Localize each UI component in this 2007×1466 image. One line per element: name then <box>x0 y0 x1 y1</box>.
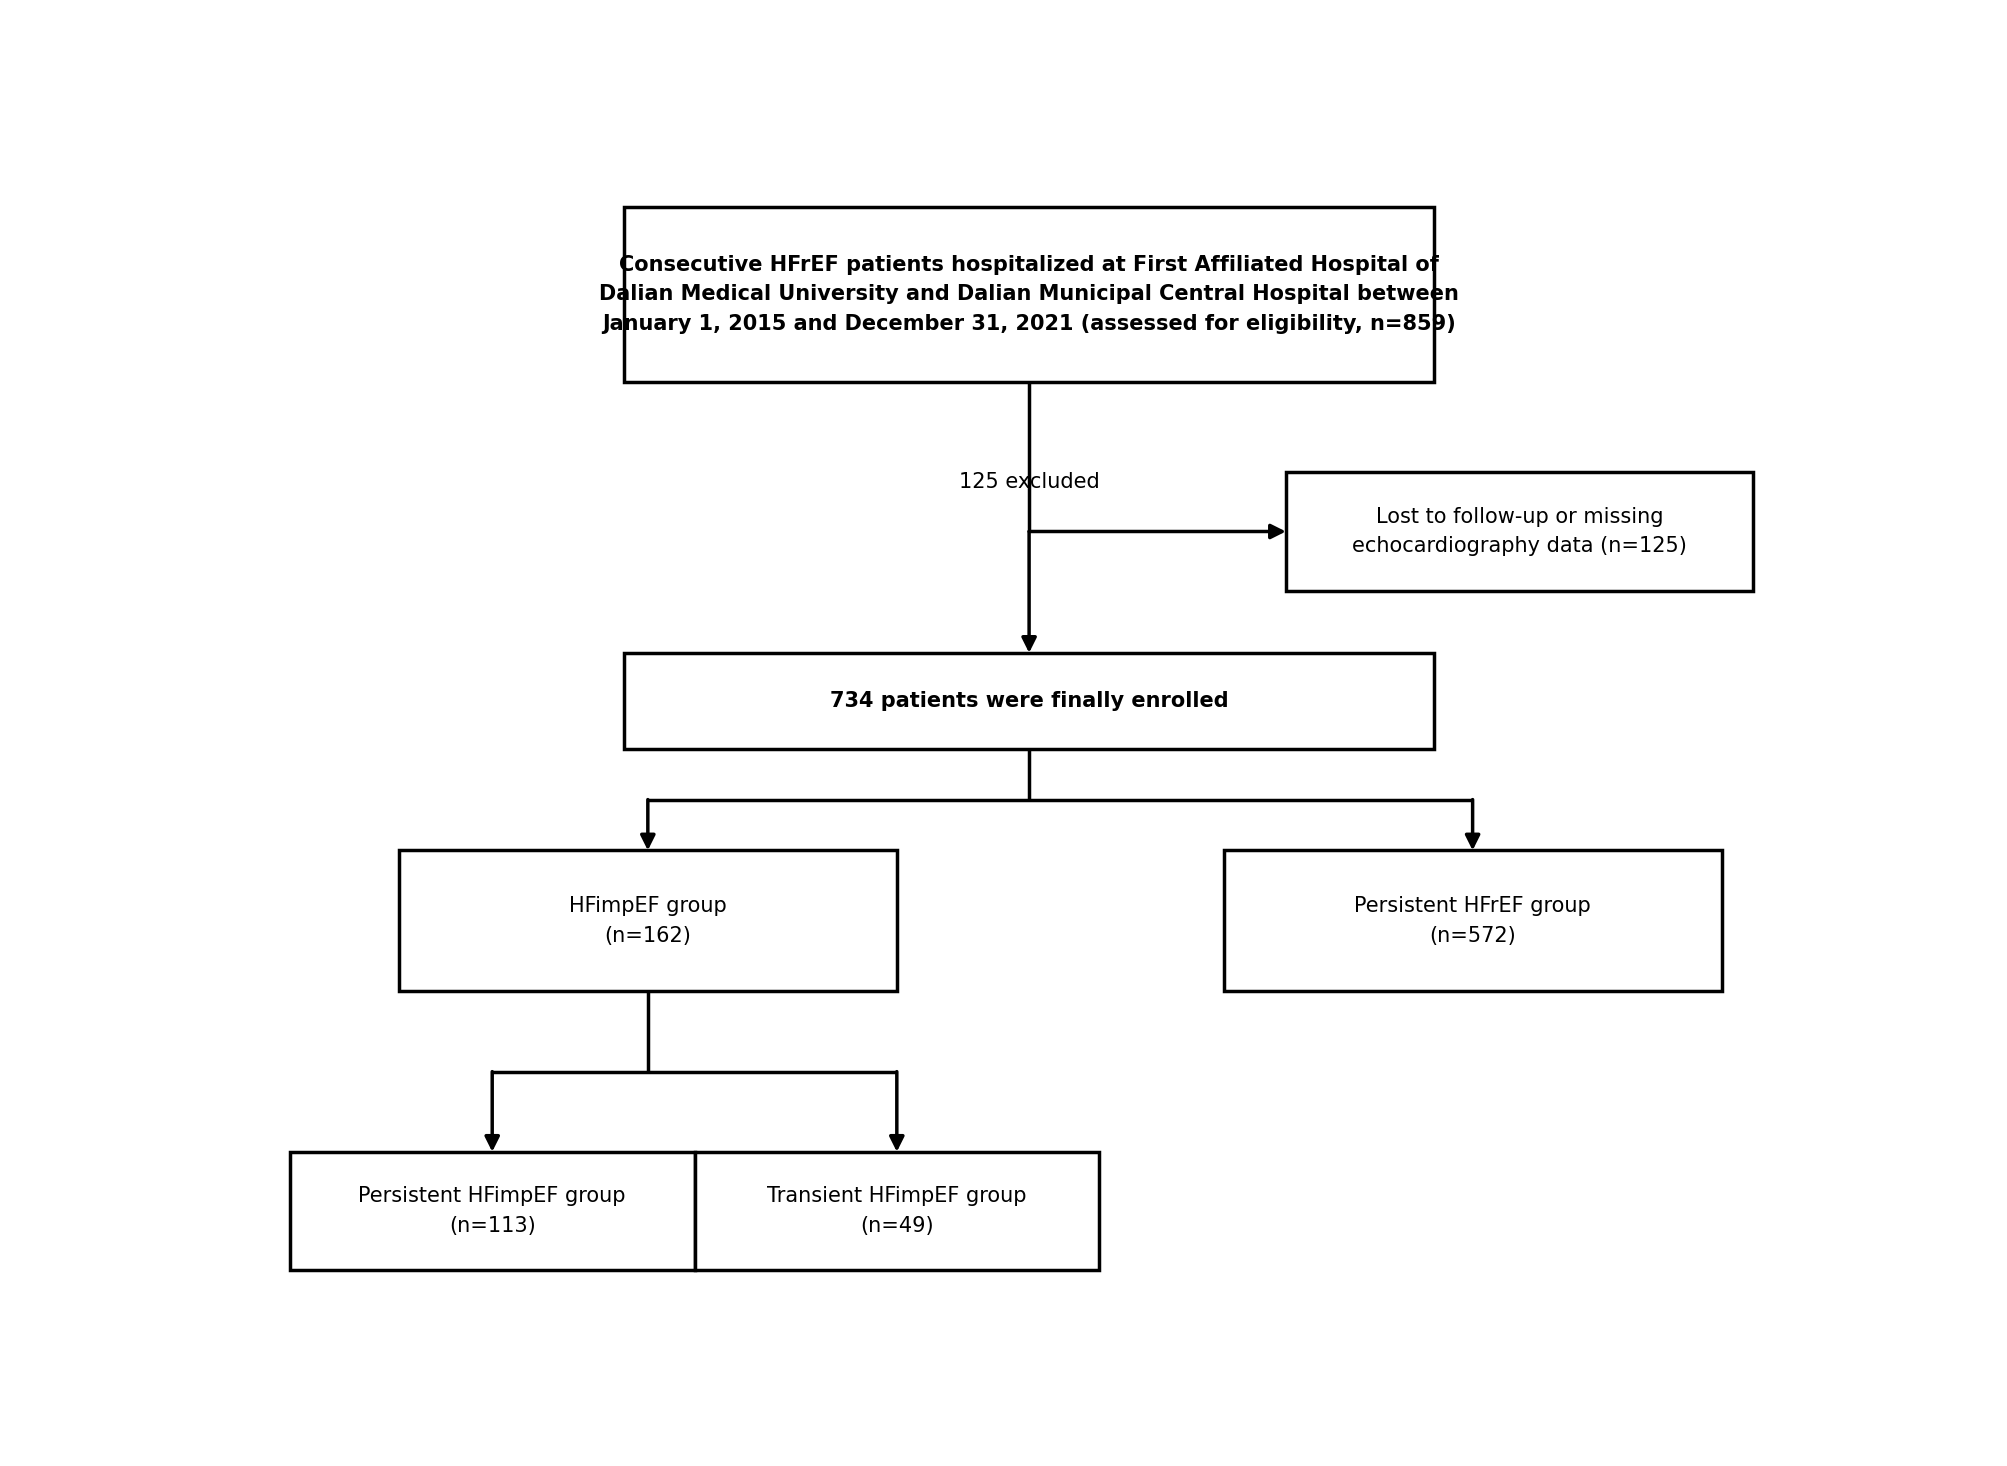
Text: Consecutive HFrEF patients hospitalized at First Affiliated Hospital of
Dalian M: Consecutive HFrEF patients hospitalized … <box>598 255 1459 334</box>
Text: Lost to follow-up or missing
echocardiography data (n=125): Lost to follow-up or missing echocardiog… <box>1351 507 1686 556</box>
FancyBboxPatch shape <box>694 1152 1098 1271</box>
Text: Persistent HFrEF group
(n=572): Persistent HFrEF group (n=572) <box>1353 896 1590 946</box>
FancyBboxPatch shape <box>399 850 897 991</box>
FancyBboxPatch shape <box>624 207 1433 383</box>
Text: HFimpEF group
(n=162): HFimpEF group (n=162) <box>568 896 727 946</box>
Text: Transient HFimpEF group
(n=49): Transient HFimpEF group (n=49) <box>767 1186 1026 1236</box>
FancyBboxPatch shape <box>1284 472 1752 591</box>
FancyBboxPatch shape <box>624 652 1433 749</box>
Text: 125 excluded: 125 excluded <box>957 472 1100 493</box>
FancyBboxPatch shape <box>289 1152 694 1271</box>
Text: Persistent HFimpEF group
(n=113): Persistent HFimpEF group (n=113) <box>359 1186 626 1236</box>
FancyBboxPatch shape <box>1222 850 1720 991</box>
Text: 734 patients were finally enrolled: 734 patients were finally enrolled <box>829 690 1228 711</box>
